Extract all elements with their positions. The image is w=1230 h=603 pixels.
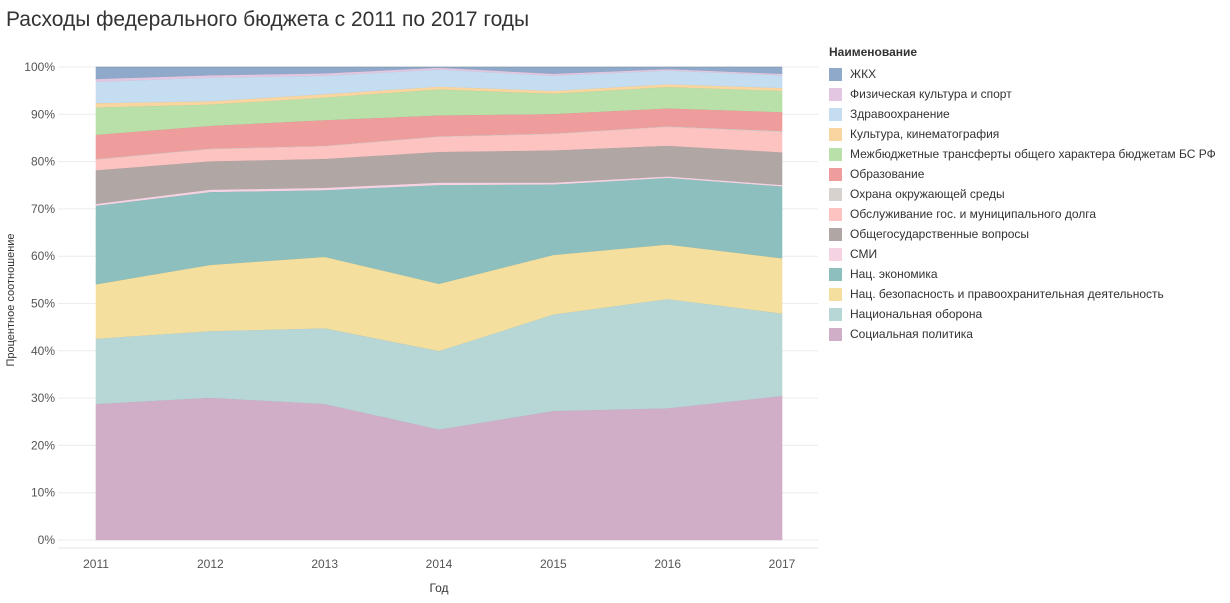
area-series-group (95, 66, 783, 541)
legend-swatch (829, 67, 842, 81)
legend-item[interactable]: Культура, кинематография (829, 124, 1229, 144)
y-tick-label: 60% (31, 249, 55, 263)
legend-swatch (829, 147, 842, 161)
legend-swatch (829, 287, 842, 301)
legend-item[interactable]: СМИ (829, 244, 1229, 264)
y-tick-label: 90% (31, 107, 55, 121)
chart-title: Расходы федерального бюджета с 2011 по 2… (6, 8, 530, 31)
x-axis-ticks: 2011 2012 2013 2014 2015 2016 2017 (83, 557, 796, 571)
legend-swatch (829, 267, 842, 281)
legend-label: Культура, кинематография (850, 127, 1000, 141)
legend-label: Межбюджетные трансферты общего характера… (850, 147, 1216, 161)
legend-swatch (829, 307, 842, 321)
legend-label: Социальная политика (850, 327, 973, 341)
legend-items: ЖКХ Физическая культура и спорт Здравоохра… (829, 64, 1229, 344)
x-tick-label: 2016 (654, 557, 681, 571)
y-tick-label: 30% (31, 391, 55, 405)
legend-item[interactable]: Нац. экономика (829, 264, 1229, 284)
y-tick-label: 10% (31, 486, 55, 500)
legend-swatch (829, 127, 842, 141)
x-tick-label: 2011 (83, 557, 109, 571)
legend-swatch (829, 327, 842, 341)
y-tick-label: 100% (24, 60, 55, 74)
y-tick-label: 20% (31, 438, 55, 452)
y-tick-label: 80% (31, 155, 55, 169)
legend-item[interactable]: Охрана окружающей среды (829, 184, 1229, 204)
legend-swatch (829, 227, 842, 241)
legend-item[interactable]: ЖКХ (829, 64, 1229, 84)
legend-item[interactable]: Межбюджетные трансферты общего характера… (829, 144, 1229, 164)
legend-swatch (829, 187, 842, 201)
legend-item[interactable]: Физическая культура и спорт (829, 84, 1229, 104)
legend-title: Наименование (829, 45, 918, 59)
x-tick-label: 2017 (769, 557, 796, 571)
legend-label: Обслуживание гос. и муниципального долга (850, 207, 1097, 221)
legend-label: СМИ (850, 247, 878, 261)
legend-swatch (829, 87, 842, 101)
x-tick-label: 2012 (197, 557, 224, 571)
legend: Наименование ЖКХ Физическая культура и сп… (829, 45, 1229, 344)
legend-item[interactable]: Здравоохранение (829, 104, 1229, 124)
legend-label: Нац. безопасность и правоохранительная д… (850, 287, 1164, 301)
legend-label: Образование (850, 167, 925, 181)
legend-item[interactable]: Обслуживание гос. и муниципального долга (829, 204, 1229, 224)
x-tick-label: 2013 (311, 557, 338, 571)
stacked-area-chart: 0%10%20%30%40%50%60%70%80%90%100% 2011 20… (5, 60, 818, 595)
y-tick-label: 0% (38, 533, 56, 547)
legend-label: Физическая культура и спорт (850, 87, 1012, 101)
legend-swatch (829, 207, 842, 221)
legend-item[interactable]: Общегосударственные вопросы (829, 224, 1229, 244)
y-tick-label: 40% (31, 344, 55, 358)
legend-item[interactable]: Образование (829, 164, 1229, 184)
legend-label: Нац. экономика (850, 267, 938, 281)
y-axis-ticks: 0% 10% 20% 30% 40% 50% 60% 70% 80% 90% 100% (24, 60, 55, 547)
legend-label: Общегосударственные вопросы (850, 227, 1030, 241)
legend-label: Здравоохранение (850, 107, 950, 121)
legend-item[interactable]: Нац. безопасность и правоохранительная д… (829, 284, 1229, 304)
legend-item[interactable]: Национальная оборона (829, 304, 1229, 324)
legend-swatch (829, 167, 842, 181)
legend-label: ЖКХ (850, 67, 877, 81)
y-axis-label: Процентное соотношение (5, 233, 17, 366)
x-tick-label: 2014 (426, 557, 453, 571)
legend-swatch (829, 247, 842, 261)
legend-item[interactable]: Социальная политика (829, 324, 1229, 344)
legend-label: Охрана окружающей среды (850, 187, 1005, 201)
x-axis-label: Год (429, 581, 448, 595)
x-tick-label: 2015 (540, 557, 567, 571)
y-tick-label: 70% (31, 202, 55, 216)
legend-label: Национальная оборона (850, 307, 983, 321)
legend-swatch (829, 107, 842, 121)
y-tick-label: 50% (31, 297, 55, 311)
area-series[interactable] (95, 66, 783, 80)
